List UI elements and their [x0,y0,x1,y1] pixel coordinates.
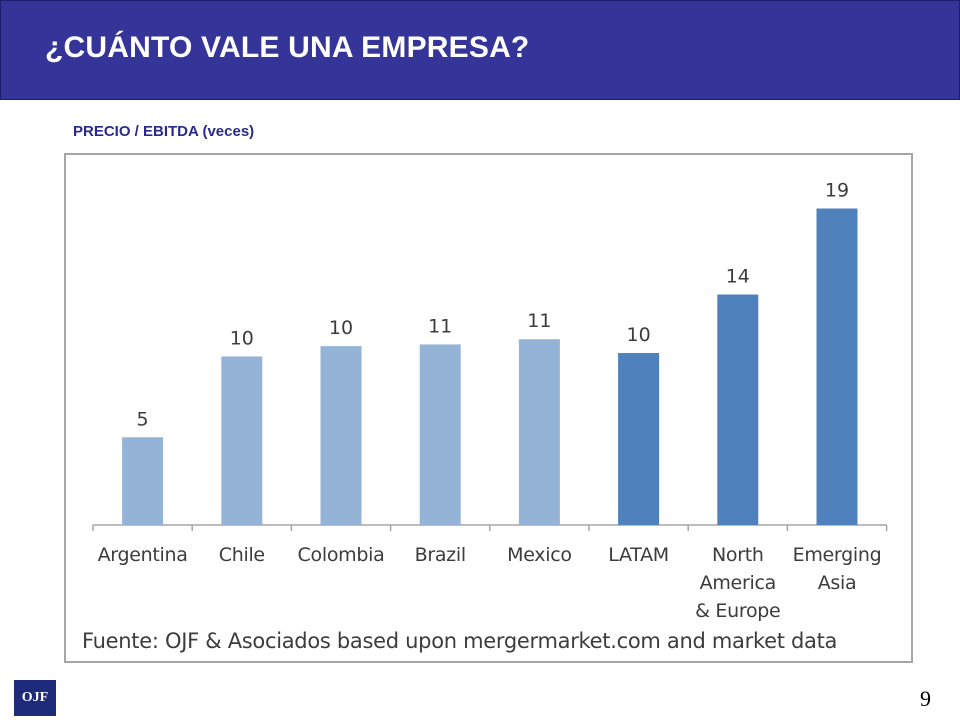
bar-emerging-asia [816,208,858,525]
x-tick-label: Emerging [793,544,882,566]
x-tick-label: Argentina [98,544,188,566]
x-tick-label: Chile [219,544,265,566]
chart-label: PRECIO / EBITDA (veces) [73,123,255,140]
x-tick-label: Asia [818,572,857,594]
bar-mexico [518,339,560,525]
bar-colombia [320,346,362,525]
bar-chile [221,356,263,525]
page-number: 9 [920,686,931,711]
data-label: 11 [428,315,452,337]
bar-argentina [122,437,164,525]
x-tick-label: Brazil [415,544,466,566]
x-tick-label: LATAM [608,544,669,566]
page-title: ¿CUÁNTO VALE UNA EMPRESA? [45,31,530,64]
ojf-logo: OJF [14,680,56,716]
bar-chart: 5 Argentina 10 Chile 10 Colombia 11 Brazil 11 Mex… [92,180,888,622]
data-label: 10 [329,317,353,339]
data-label: 14 [726,266,750,288]
data-label: 10 [230,327,254,349]
data-label: 10 [627,324,651,346]
source-note: Fuente: OJF & Asociados based upon merge… [82,629,838,653]
bar-brazil [419,344,461,525]
data-label: 19 [825,180,849,202]
x-tick-label: North [712,544,764,566]
data-label: 11 [527,310,551,332]
x-tick-label: Mexico [507,544,572,566]
x-tick-label: Colombia [298,544,385,566]
x-tick-label: & Europe [695,600,780,622]
chart-frame: 5 Argentina 10 Chile 10 Colombia 11 Brazil 11 Mex… [64,153,913,663]
header-bar: ¿CUÁNTO VALE UNA EMPRESA? [0,0,960,100]
data-label: 5 [137,408,149,430]
bar-north-america-europe [717,294,759,525]
x-tick-label: America [700,572,776,594]
bar-latam [618,353,660,525]
